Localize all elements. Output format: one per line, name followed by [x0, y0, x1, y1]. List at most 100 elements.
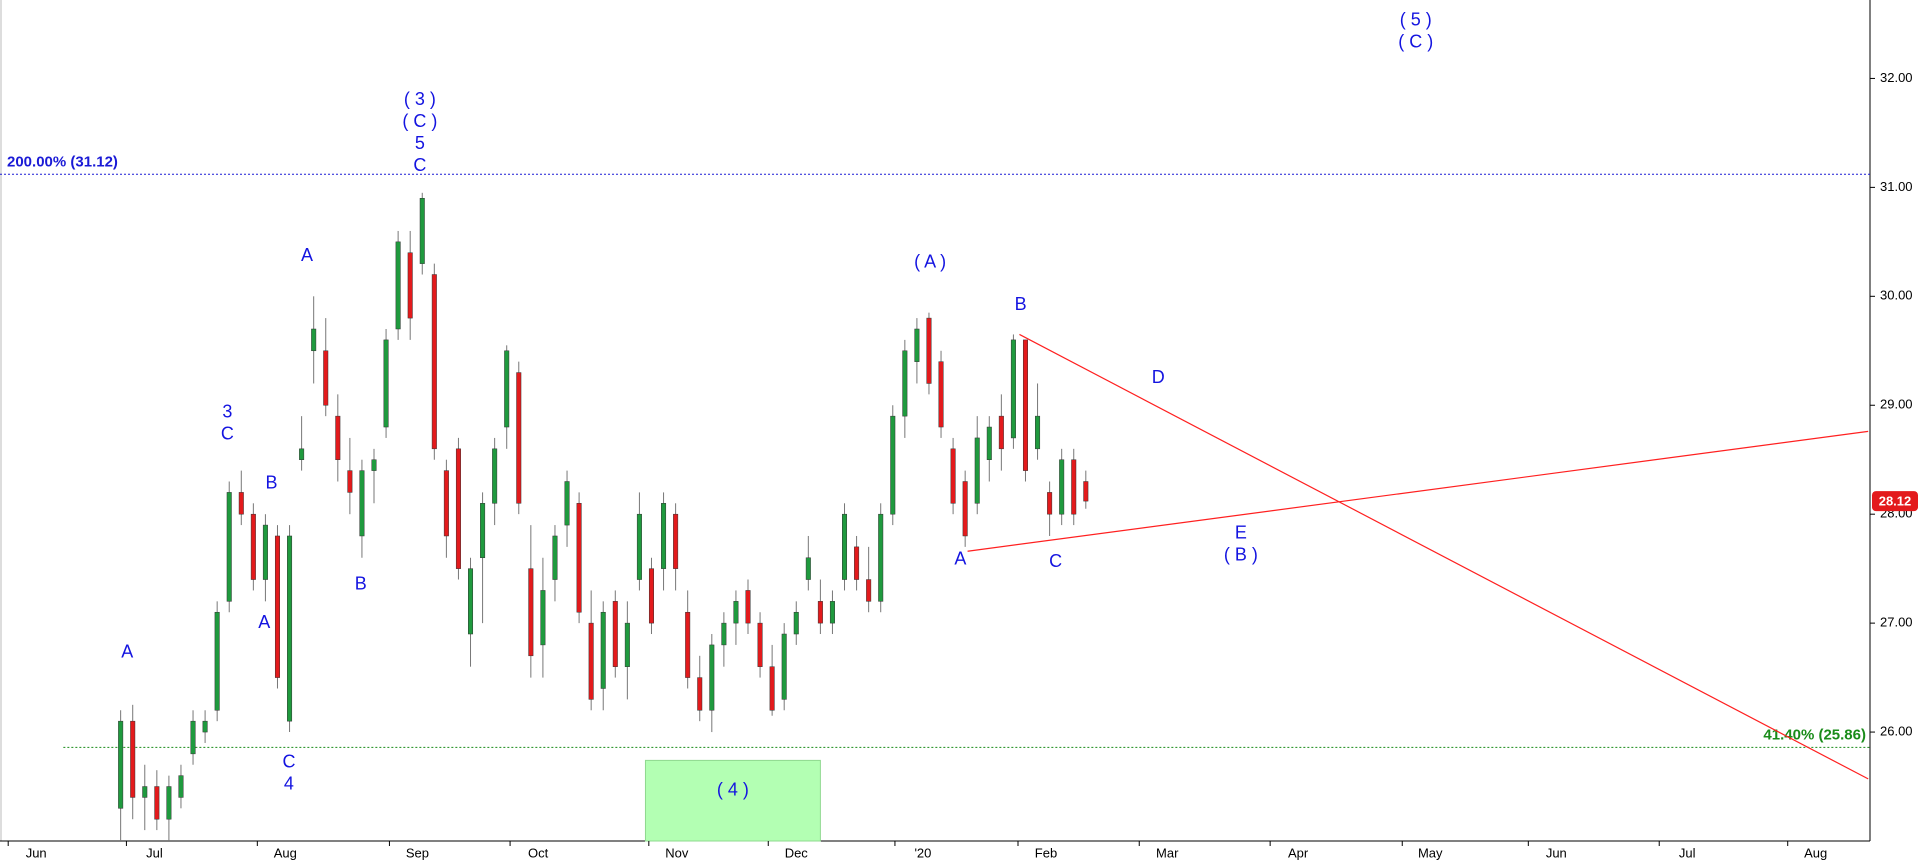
candle-body: [673, 513, 679, 569]
candle-body: [504, 350, 510, 428]
wave-label: C: [282, 751, 295, 771]
candle-body: [323, 350, 329, 406]
wave-label: E: [1235, 523, 1247, 543]
candle-body: [202, 720, 208, 733]
candle-body: [335, 415, 341, 460]
candle-body: [1083, 481, 1089, 502]
wave-label: 5: [415, 133, 425, 153]
candle-body: [178, 775, 184, 798]
trendline: [1019, 333, 1869, 780]
candle-body: [552, 535, 558, 580]
x-tick-label: Jul: [1679, 845, 1696, 860]
y-tick-label: 31.00: [1880, 179, 1913, 194]
wave-label: B: [265, 472, 277, 492]
candle-body: [624, 622, 630, 667]
candle-body: [395, 241, 401, 330]
candle-body: [950, 448, 956, 504]
y-tick-label: 32.00: [1880, 70, 1913, 85]
candle-body: [118, 720, 124, 809]
candle-body: [914, 328, 920, 362]
wave-label: D: [1152, 367, 1165, 387]
fib-label: 200.00% (31.12): [7, 153, 118, 170]
candle-body: [492, 448, 498, 504]
candle-body: [1035, 415, 1041, 450]
candle-body: [130, 720, 136, 798]
candle-body: [962, 481, 968, 537]
candle-body: [1059, 459, 1065, 515]
wave-label: B: [1015, 294, 1027, 314]
wave-label: ( A ): [914, 251, 946, 271]
x-tick-label: '20: [914, 845, 931, 860]
candle-body: [588, 622, 594, 700]
candle-body: [612, 601, 618, 667]
candle-body: [926, 317, 932, 384]
last-price-label: 28.12: [1879, 494, 1912, 509]
candle-body: [287, 535, 293, 722]
candle-body: [238, 492, 244, 515]
candle-body: [1047, 492, 1053, 515]
x-tick-label: Dec: [785, 845, 809, 860]
wave-label: C: [221, 424, 234, 444]
wave-label: ( 5 ): [1400, 9, 1432, 29]
x-tick-label: Jun: [26, 845, 47, 860]
candle-body: [226, 492, 232, 602]
candle-body: [407, 252, 413, 319]
x-tick-label: Aug: [1804, 845, 1827, 860]
candle-body: [299, 448, 305, 460]
candle-body: [576, 503, 582, 613]
candle-body: [371, 459, 377, 471]
candle-body: [817, 601, 823, 624]
candle-body: [733, 601, 739, 624]
candle-body: [190, 720, 196, 755]
candle-body: [974, 437, 980, 504]
y-tick-label: 26.00: [1880, 723, 1913, 738]
candle-body: [1071, 459, 1077, 515]
candle-body: [648, 568, 654, 624]
candle-body: [359, 470, 365, 537]
candle-body: [998, 415, 1004, 450]
candle-body: [902, 350, 908, 417]
candle-body: [709, 644, 715, 711]
wave-label: ( B ): [1224, 545, 1258, 565]
y-tick-label: 27.00: [1880, 615, 1913, 630]
x-tick-label: Sep: [406, 845, 429, 860]
last-price-box: [1872, 491, 1918, 512]
x-tick-label: Aug: [274, 845, 297, 860]
wave-label: B: [355, 574, 367, 594]
candle-body: [419, 198, 425, 264]
candle-body: [1010, 339, 1016, 439]
wave-label: ( C ): [1398, 31, 1433, 51]
candle-body: [274, 535, 280, 678]
candle-body: [721, 622, 727, 646]
x-tick-label: Apr: [1288, 845, 1309, 860]
fib-label: 41.40% (25.86): [1763, 726, 1866, 743]
candle-body: [262, 524, 268, 580]
candle-body: [250, 513, 256, 580]
x-tick-label: Jun: [1546, 845, 1567, 860]
x-tick-label: Mar: [1156, 845, 1179, 860]
wave-label: ( 3 ): [404, 89, 436, 109]
candle-body: [854, 546, 860, 580]
wave-label: C: [1049, 551, 1062, 571]
candle-body: [600, 611, 606, 689]
wave-label: ( C ): [402, 111, 437, 131]
x-tick-label: Jul: [146, 845, 163, 860]
candle-body: [347, 470, 353, 493]
candle-body: [528, 568, 534, 657]
candle-body: [793, 611, 799, 635]
candle-body: [166, 786, 172, 820]
candle-body: [455, 448, 461, 569]
candle-body: [443, 470, 449, 537]
x-tick-label: Nov: [665, 845, 689, 860]
candle-body: [842, 513, 848, 580]
wave-label: A: [301, 245, 313, 265]
candle-body: [214, 611, 220, 711]
candle-body: [142, 786, 148, 798]
candle-body: [636, 513, 642, 580]
candle-body: [1022, 339, 1028, 471]
candle-body: [540, 590, 546, 646]
candle-body: [938, 361, 944, 428]
candle-body: [986, 426, 992, 460]
